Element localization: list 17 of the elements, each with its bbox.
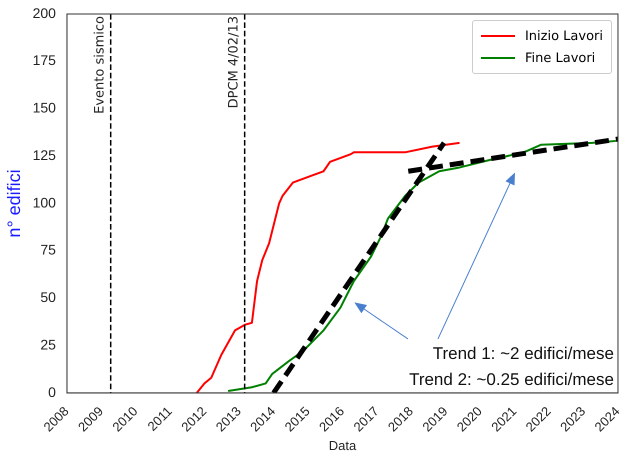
annotation: Trend 1: ~2 edifici/mese (432, 344, 614, 363)
y-axis-title: n° edifici (4, 169, 24, 238)
legend-label: Inizio Lavori (524, 28, 603, 44)
y-tick-label: 50 (40, 289, 56, 306)
y-tick-label: 175 (32, 52, 56, 68)
y-tick-label: 150 (32, 100, 56, 116)
y-tick-label: 125 (32, 146, 56, 163)
y-tick-label: 25 (40, 336, 56, 352)
y-tick-label: 0 (48, 384, 56, 400)
ref-line-label: DPCM 4/02/13 (226, 16, 242, 108)
ref-line-label: Evento sismico (92, 16, 108, 114)
y-tick-label: 100 (32, 194, 56, 210)
annotation: Trend 2: ~0.25 edifici/mese (409, 370, 614, 389)
x-axis-title: Data (328, 438, 357, 453)
y-tick-label: 200 (32, 4, 56, 21)
legend-label: Fine Lavori (524, 50, 596, 66)
y-tick-label: 75 (40, 242, 56, 258)
